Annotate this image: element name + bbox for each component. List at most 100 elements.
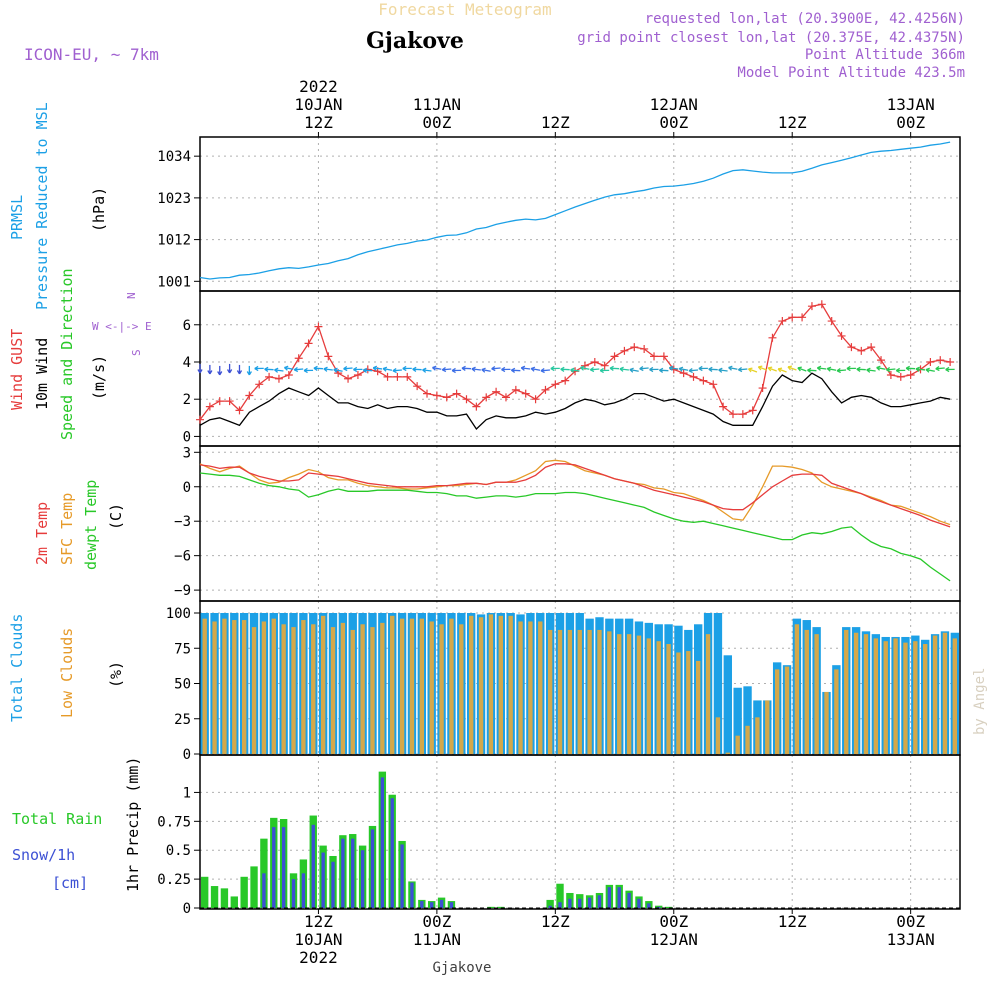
low-cloud-bar (952, 638, 957, 754)
low-cloud-bar (636, 635, 642, 754)
low-cloud-bar (597, 629, 602, 754)
low-cloud-bar (399, 618, 405, 754)
rain-bar (230, 896, 238, 908)
time-label: 10JAN (294, 930, 342, 949)
low-cloud-bar (360, 624, 365, 754)
wind-arrow-head (402, 365, 407, 372)
panel-frame (199, 445, 961, 602)
low-cloud-bar (923, 644, 928, 754)
rain-bar (201, 876, 209, 908)
sfc-temp-line (199, 459, 951, 526)
snow-bar (558, 902, 562, 908)
gust-marker (225, 397, 234, 406)
gust-marker (738, 410, 747, 419)
snow-bar (430, 902, 434, 908)
wind-arrow-head (935, 365, 940, 372)
wind-arrow-head (678, 366, 684, 372)
total-cloud-bar (723, 655, 732, 754)
low-cloud-bar (646, 638, 652, 754)
snow-bar (341, 838, 345, 908)
low-cloud-bar (577, 629, 582, 754)
wind-arrow (629, 368, 639, 372)
rain-bar (546, 899, 554, 908)
wind-arrow-head (540, 367, 545, 374)
low-cloud-bar (774, 669, 780, 754)
gust-marker (531, 395, 540, 404)
gust-marker (719, 402, 728, 411)
wind-arrow (639, 367, 649, 370)
wind-arrow (491, 367, 501, 370)
low-cloud-bar (557, 629, 563, 754)
low-cloud-bar (212, 621, 217, 754)
wind-arrow (827, 367, 837, 371)
wind-arrow (797, 367, 807, 372)
wind-arrow-head (461, 365, 466, 371)
low-cloud-bar (863, 634, 869, 754)
point-altitude: Point Altitude 366m (805, 47, 965, 63)
low-cloud-bar (429, 621, 434, 754)
low-cloud-bar (725, 752, 730, 754)
snow-bar (311, 824, 315, 908)
snow-bar (321, 852, 325, 908)
temp-2m-line (199, 463, 951, 528)
wind-arrow-head (510, 367, 516, 373)
gust-marker (886, 371, 895, 380)
low-cloud-bar (804, 629, 809, 754)
wind-arrow (392, 369, 402, 372)
wind-arrow (837, 369, 847, 372)
snow-bar (370, 829, 375, 908)
rain-bar (487, 906, 495, 908)
wind-arrow-head (432, 365, 437, 371)
time-label: 13JAN (887, 930, 935, 949)
pressure-unit-label: (hPa) (90, 187, 108, 232)
gust-marker (867, 343, 876, 352)
total-cloud-bar (713, 613, 723, 754)
low-cloud-bar (903, 642, 908, 754)
snow-bar (291, 879, 296, 908)
wind-arrow-head (846, 365, 851, 372)
wind-arrow-head (236, 370, 243, 375)
wind-arrow (866, 369, 876, 372)
total-cloud-bar (733, 687, 742, 754)
y-tick-label: 50 (174, 677, 191, 693)
snow-bar (331, 861, 335, 908)
wind-arrow-head (560, 366, 565, 372)
low-cloud-bar (765, 700, 770, 754)
snow-bar (617, 887, 621, 908)
time-label: 12Z (304, 912, 333, 931)
gust-marker (936, 356, 945, 365)
wind-arrow (471, 368, 481, 371)
snow-bar (351, 838, 355, 908)
wind-arrow (432, 366, 442, 370)
low-cloud-bar (538, 621, 543, 754)
gust-marker (501, 393, 510, 402)
gust-marker (383, 372, 392, 381)
prmsl-line (199, 141, 951, 280)
gust-marker (709, 380, 718, 389)
gust-marker (590, 357, 599, 366)
gust-marker (324, 352, 333, 361)
snow-bar (657, 906, 661, 908)
low-cloud-bar (656, 641, 661, 754)
gust-marker (482, 393, 491, 402)
wind-arrow (738, 368, 748, 371)
wind-arrow (590, 368, 600, 371)
low-cloud-bar (844, 629, 849, 754)
time-label: 11JAN (413, 95, 461, 114)
gust-marker (689, 372, 698, 381)
wind-arrow-head (246, 371, 252, 376)
y-tick-label: 1001 (157, 274, 191, 290)
temp-sfc-label: SFC Temp (58, 493, 76, 565)
gust-marker (432, 391, 441, 400)
y-tick-label: 0.5 (166, 843, 191, 859)
low-cloud-bar (340, 622, 346, 754)
wind-arrow (333, 368, 343, 372)
compass-north: N (125, 292, 138, 299)
gust-marker (314, 322, 323, 331)
wind-arrow-head (787, 365, 793, 371)
wind-arrow-head (728, 365, 733, 371)
time-label: 10JAN (294, 95, 342, 114)
wind-arrow-head (886, 366, 891, 373)
